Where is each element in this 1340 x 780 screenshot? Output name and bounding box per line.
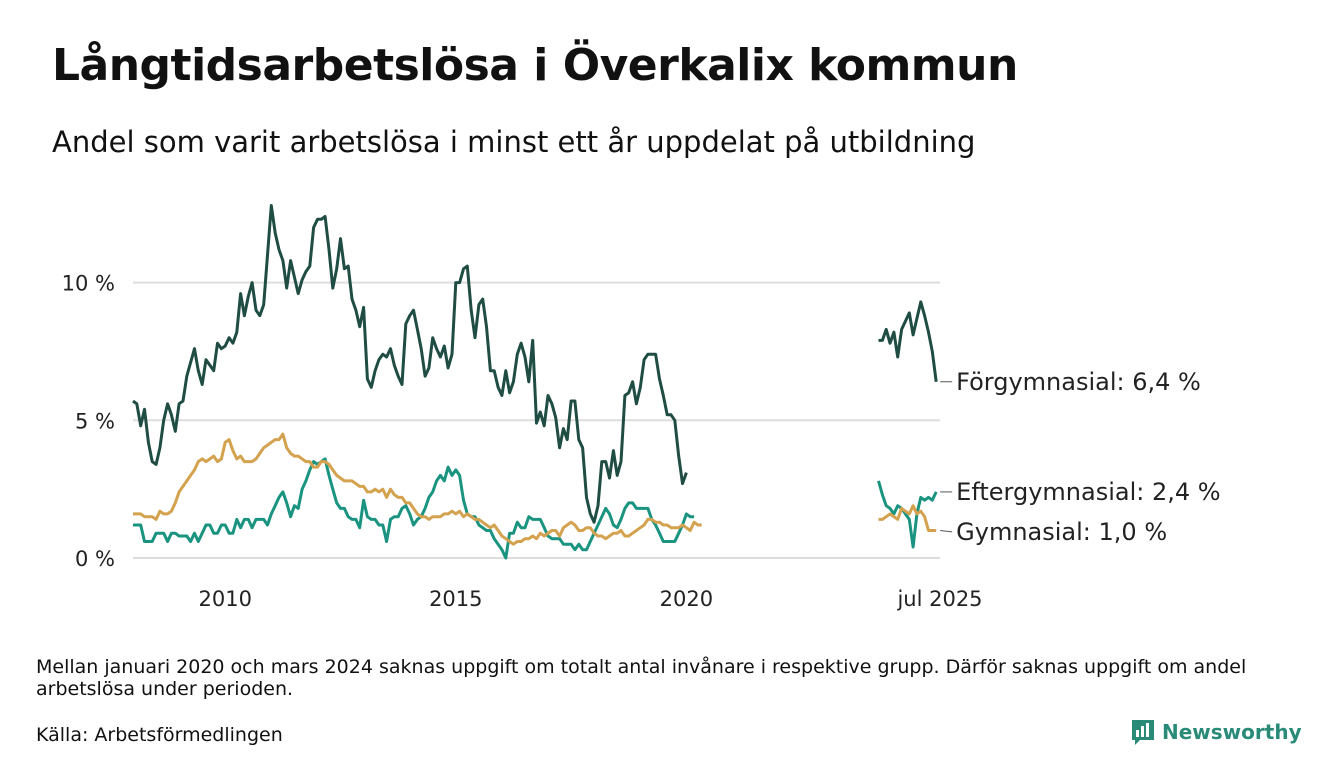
series-line-gymnasial (133, 432, 702, 546)
series-lines (132, 204, 938, 560)
series-end-label: Eftergymnasial: 2,4 % (956, 478, 1220, 506)
footnote: Mellan januari 2020 och mars 2024 saknas… (36, 656, 1247, 700)
series-line-gymnasial (878, 504, 937, 532)
newsworthy-icon (1132, 720, 1154, 745)
chart-subtitle: Andel som varit arbetslösa i minst ett å… (52, 125, 976, 159)
y-axis: 0 % 5 % 10 % (62, 272, 115, 571)
label-leader (940, 529, 953, 533)
series-line-eftergymnasial (877, 480, 938, 549)
x-tick-label: jul 2025 (896, 587, 982, 611)
x-axis: 2010 2015 2020 jul 2025 (199, 587, 983, 611)
brand-name: Newsworthy (1162, 720, 1302, 744)
series-end-labels: Förgymnasial: 6,4 % Eftergymnasial: 2,4 %… (940, 368, 1221, 546)
chart-title: Långtidsarbetslösa i Överkalix kommun (52, 40, 1018, 91)
series-line-förgymnasial (132, 204, 688, 524)
x-tick-label: 2020 (660, 587, 713, 611)
brand-logo[interactable]: Newsworthy (1130, 718, 1302, 746)
series-line-förgymnasial (878, 300, 938, 382)
series-line-eftergymnasial (133, 457, 695, 560)
series-end-label: Gymnasial: 1,0 % (956, 518, 1167, 546)
series-end-label: Förgymnasial: 6,4 % (956, 368, 1201, 396)
y-tick-label: 0 % (75, 547, 115, 571)
x-tick-label: 2010 (199, 587, 252, 611)
x-tick-label: 2015 (429, 587, 482, 611)
line-chart: 0 % 5 % 10 % 2010 2015 2020 jul 2025 Förgymna… (62, 204, 1221, 611)
source-text: Källa: Arbetsförmedlingen (36, 724, 283, 746)
y-tick-label: 5 % (75, 409, 115, 433)
y-tick-label: 10 % (62, 272, 115, 296)
